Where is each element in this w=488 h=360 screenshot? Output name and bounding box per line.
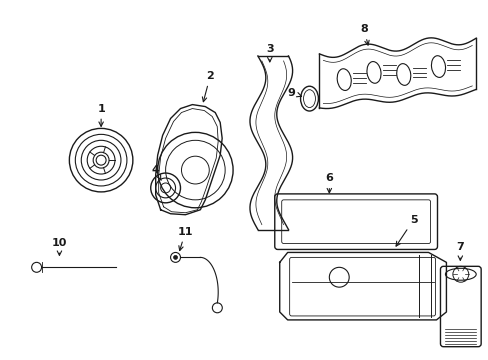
Text: 10: 10 — [52, 238, 67, 255]
Text: 4: 4 — [151, 165, 161, 180]
Text: 3: 3 — [265, 44, 273, 62]
Text: 5: 5 — [395, 215, 417, 246]
Text: 2: 2 — [202, 71, 214, 102]
Text: 8: 8 — [360, 24, 368, 45]
Text: 6: 6 — [325, 173, 333, 193]
Text: 11: 11 — [177, 226, 193, 251]
Circle shape — [173, 255, 177, 260]
Text: 1: 1 — [97, 104, 105, 126]
Text: 7: 7 — [455, 243, 463, 260]
Text: 9: 9 — [287, 88, 301, 98]
